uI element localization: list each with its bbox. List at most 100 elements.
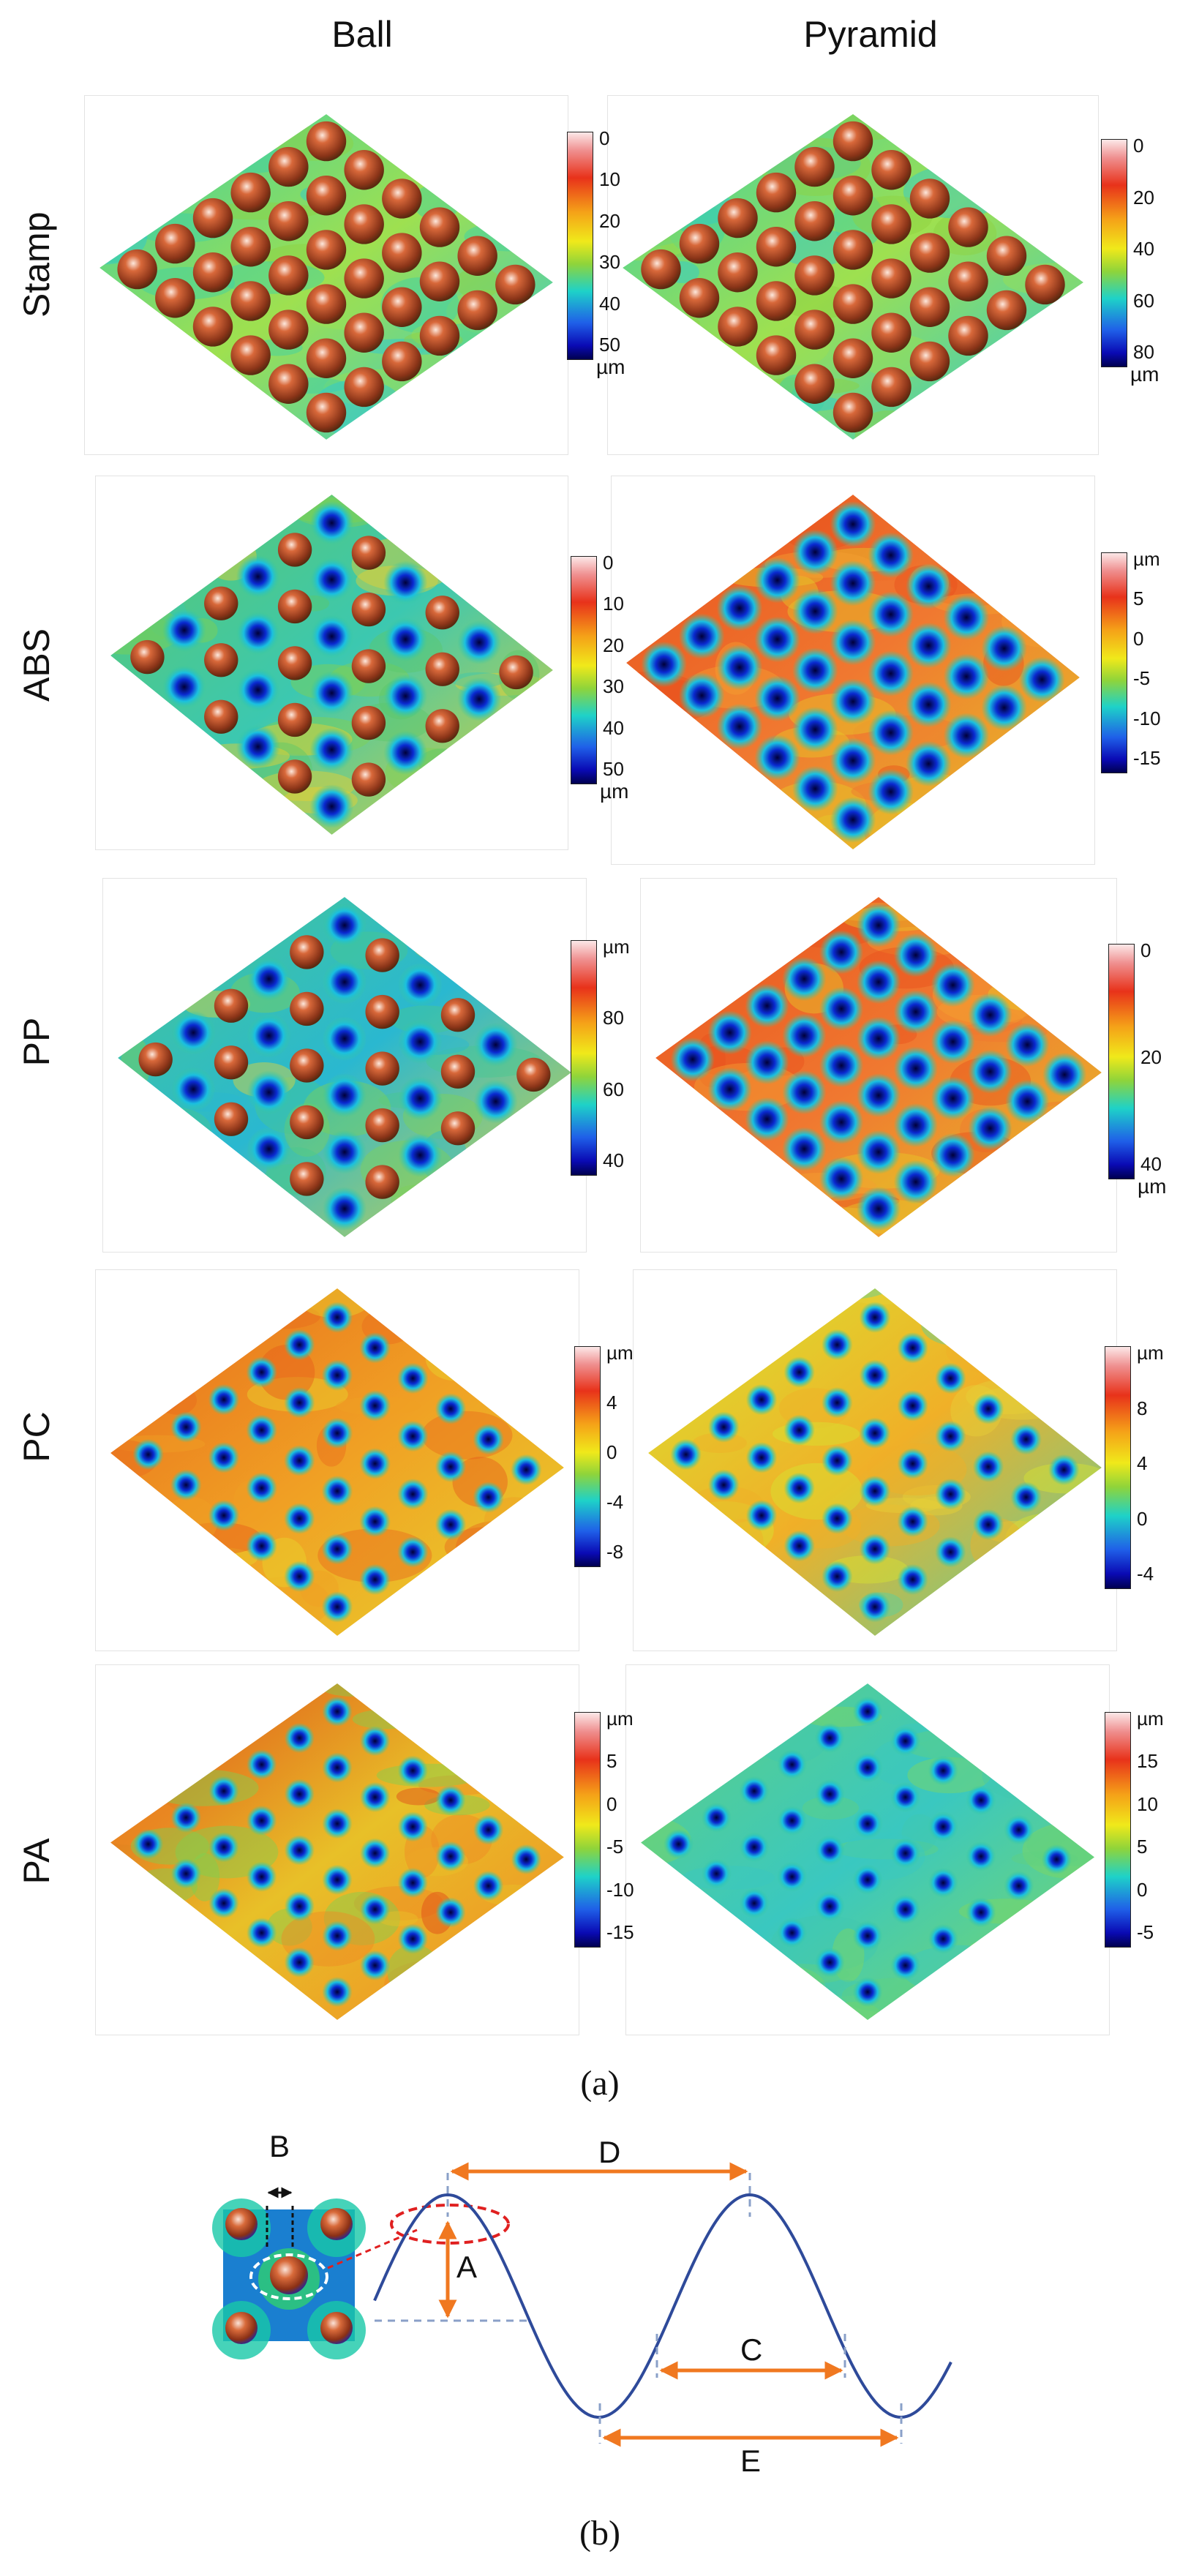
colorbar-tick-label: 40	[603, 716, 624, 739]
colorbar-stamp-ball: 0 10 20 30 40 50 µm	[567, 127, 647, 388]
label-a: A	[456, 2250, 478, 2284]
colorbar-tick-label: 0	[1133, 627, 1144, 650]
colorbar-tick-label: -4	[1137, 1563, 1154, 1585]
colorbar-gradient	[567, 132, 593, 360]
colorbar-tick-label: µm	[606, 1708, 634, 1730]
label-b: B	[269, 2129, 290, 2163]
colorbar-unit-label: µm	[596, 356, 625, 378]
colorbar-tick-label: 20	[599, 209, 620, 232]
surface-pa-pyramid	[625, 1664, 1110, 2035]
surface-pc-pyramid	[633, 1269, 1117, 1651]
surface-pc-ball	[95, 1269, 579, 1651]
colorbar-tick-label: 5	[1133, 587, 1144, 610]
label-d: D	[598, 2135, 621, 2169]
surface-abs-pyramid	[611, 476, 1095, 865]
colorbar-gradient	[1105, 1346, 1131, 1589]
colorbar-tick-label: 60	[603, 1078, 624, 1100]
colorbar-gradient	[1101, 552, 1127, 773]
row-label-abs: ABS	[16, 628, 57, 702]
colorbar-stamp-pyramid: 0 20 40 60 80 µm	[1101, 135, 1181, 395]
colorbar-gradient	[574, 1712, 601, 1948]
colorbar-tick-label: -15	[1133, 747, 1161, 769]
colorbar-tick-label: -8	[606, 1541, 624, 1563]
colorbar-pc-pyramid: µm 8 4 0 -4	[1105, 1342, 1185, 1617]
colorbar-unit-label: µm	[1130, 363, 1159, 386]
colorbar-tick-label: µm	[603, 936, 630, 958]
colorbar-tick-label: -4	[606, 1491, 624, 1513]
colorbar-tick-label: 0	[1133, 135, 1144, 157]
surface-abs-ball	[95, 476, 568, 850]
colorbar-gradient	[1108, 944, 1135, 1179]
colorbar-tick-label: 0	[603, 552, 614, 574]
colorbar-gradient	[571, 556, 597, 784]
row-label-stamp: Stamp	[16, 211, 57, 318]
colorbar-pa-pyramid: µm 15 10 5 0 -5	[1105, 1708, 1185, 1975]
column-header-ball: Ball	[331, 14, 393, 55]
colorbar-pp-ball: µm 80 60 40	[571, 936, 651, 1203]
colorbar-tick-label: -10	[1133, 707, 1161, 729]
colorbar-tick-label: 8	[1137, 1397, 1148, 1419]
colorbar-tick-label: 0	[599, 127, 610, 149]
profile-diagram	[212, 2162, 952, 2447]
colorbar-tick-label: µm	[1137, 1708, 1164, 1730]
colorbar-tick-label: 30	[603, 675, 624, 698]
surface-stamp-pyramid	[607, 95, 1099, 455]
colorbar-tick-label: -5	[1133, 667, 1151, 690]
colorbar-unit-label: µm	[1138, 1175, 1167, 1198]
column-header-pyramid: Pyramid	[803, 14, 938, 55]
caption-b: (b)	[579, 2514, 620, 2553]
row-label-pa: PA	[16, 1838, 57, 1885]
colorbar-tick-label: 40	[599, 292, 620, 315]
surface-pp-pyramid	[640, 878, 1117, 1253]
colorbar-tick-label: 40	[1133, 238, 1154, 260]
colorbar-gradient	[1105, 1712, 1131, 1948]
colorbar-tick-label: µm	[1133, 548, 1160, 570]
colorbar-tick-label: 10	[603, 593, 624, 615]
colorbar-tick-label: 60	[1133, 289, 1154, 312]
colorbar-tick-label: 0	[1137, 1507, 1148, 1530]
colorbar-tick-label: 10	[1137, 1792, 1158, 1815]
colorbar-tick-label: 20	[1133, 186, 1154, 209]
colorbar-tick-label: 10	[599, 168, 620, 191]
colorbar-tick-label: µm	[1137, 1342, 1164, 1364]
colorbar-tick-label: 40	[603, 1149, 624, 1171]
colorbar-tick-label: 0	[606, 1441, 617, 1463]
colorbar-tick-label: 5	[606, 1750, 617, 1773]
caption-a: (a)	[580, 2064, 620, 2103]
colorbar-tick-label: 4	[1137, 1452, 1148, 1474]
colorbar-gradient	[1101, 139, 1127, 367]
colorbar-gradient	[574, 1346, 601, 1567]
colorbar-tick-label: 0	[606, 1792, 617, 1815]
colorbar-tick-label: 15	[1137, 1750, 1158, 1773]
colorbar-tick-label: 20	[1140, 1046, 1162, 1068]
colorbar-tick-label: 0	[1140, 939, 1151, 961]
surface-pa-ball	[95, 1664, 579, 2035]
colorbar-pa-ball: µm 5 0 -5 -10 -15	[574, 1708, 655, 1975]
colorbar-tick-label: 50	[599, 334, 620, 356]
colorbar-tick-label: -15	[606, 1921, 634, 1943]
row-label-pp: PP	[16, 1017, 57, 1067]
colorbar-abs-pyramid: µm 5 0 -5 -10 -15	[1101, 548, 1181, 801]
colorbar-tick-label: -5	[606, 1836, 624, 1858]
colorbar-tick-label: 40	[1140, 1153, 1162, 1175]
colorbar-pc-ball: µm 4 0 -4 -8	[574, 1342, 655, 1595]
row-label-pc: PC	[16, 1411, 57, 1462]
surface-pp-ball	[102, 878, 587, 1253]
colorbar-tick-label: -5	[1137, 1921, 1154, 1943]
colorbar-pp-pyramid: 0 20 40 µm	[1108, 939, 1189, 1207]
colorbar-tick-label: 80	[603, 1007, 624, 1029]
colorbar-tick-label: 50	[603, 758, 624, 780]
colorbar-tick-label: 80	[1133, 341, 1154, 363]
colorbar-tick-label: 5	[1137, 1836, 1148, 1858]
label-c: C	[740, 2332, 763, 2367]
label-e: E	[740, 2444, 762, 2478]
colorbar-tick-label: -10	[606, 1878, 634, 1901]
colorbar-abs-ball: 0 10 20 30 40 50 µm	[571, 552, 651, 812]
surface-stamp-ball	[84, 95, 568, 455]
colorbar-gradient	[571, 940, 597, 1176]
inset-surface-image	[212, 2198, 366, 2359]
colorbar-tick-label: µm	[606, 1342, 634, 1364]
colorbar-tick-label: 0	[1137, 1878, 1148, 1901]
colorbar-tick-label: 30	[599, 251, 620, 274]
colorbar-tick-label: 20	[603, 634, 624, 656]
